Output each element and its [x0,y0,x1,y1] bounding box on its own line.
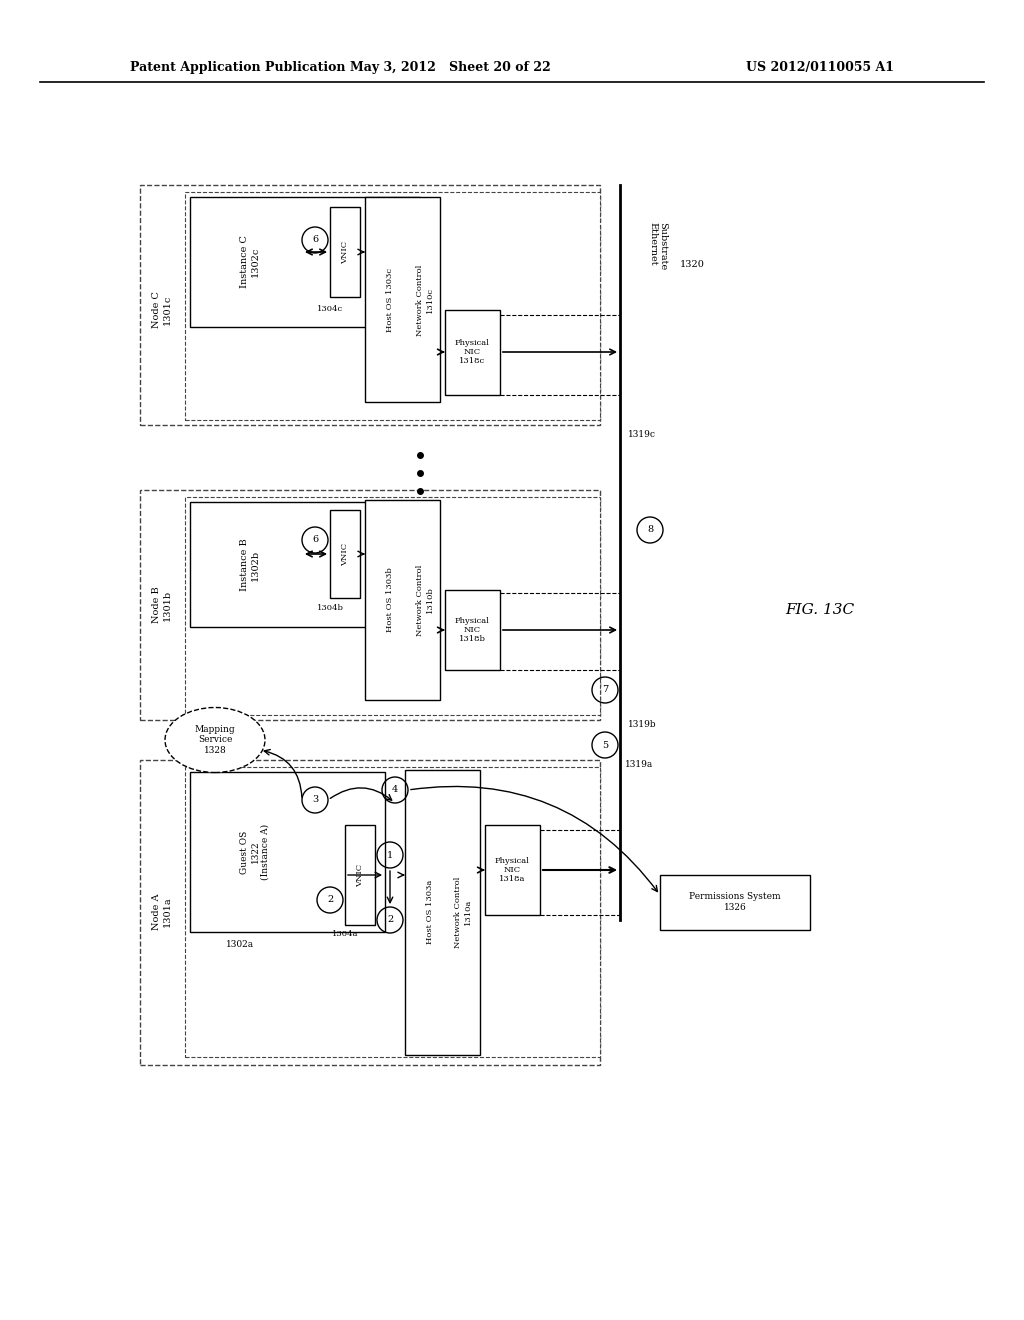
Bar [140,490,600,719]
Bar [445,310,500,395]
Bar [445,590,500,671]
Text: VNIC: VNIC [341,240,349,264]
Bar [190,197,420,327]
Text: 1304b: 1304b [316,605,343,612]
Ellipse shape [165,708,265,772]
Text: 6: 6 [312,235,318,244]
Bar [365,500,440,700]
Text: Host OS 1303c: Host OS 1303c [386,268,394,333]
Text: 1319b: 1319b [628,719,656,729]
Bar [406,770,480,1055]
Text: Node B
1301b: Node B 1301b [153,586,172,623]
Text: 8: 8 [647,525,653,535]
Text: Permissions System
1326: Permissions System 1326 [689,892,781,912]
Text: VNIC: VNIC [341,543,349,565]
Text: Instance C
1302c: Instance C 1302c [241,235,260,289]
FancyArrowPatch shape [264,750,302,797]
Text: Host OS 1303a: Host OS 1303a [426,880,434,944]
Text: VNIC: VNIC [356,863,364,887]
Text: 1304c: 1304c [317,305,343,313]
Text: 1302a: 1302a [226,940,254,949]
Text: 1319a: 1319a [625,760,653,770]
Text: Network Control
1310b: Network Control 1310b [417,565,433,636]
Text: 6: 6 [312,536,318,544]
Text: 3: 3 [312,796,318,804]
Text: May 3, 2012   Sheet 20 of 22: May 3, 2012 Sheet 20 of 22 [349,62,550,74]
Text: 2: 2 [327,895,333,904]
Text: 1319c: 1319c [628,430,656,440]
Bar [185,191,600,420]
Text: Node C
1301c: Node C 1301c [153,292,172,329]
Bar [330,510,360,598]
Text: Instance B
1302b: Instance B 1302b [241,539,260,591]
Text: Physical
NIC
1318a: Physical NIC 1318a [495,857,529,883]
Bar [185,767,600,1057]
Bar [140,760,600,1065]
Text: Guest OS
1322
(Instance A): Guest OS 1322 (Instance A) [240,824,270,880]
FancyArrowPatch shape [411,787,657,891]
Text: 7: 7 [602,685,608,694]
Text: Network Control
1310a: Network Control 1310a [455,876,472,948]
Text: FIG. 13C: FIG. 13C [785,603,855,616]
Bar [190,502,420,627]
Text: 4: 4 [392,785,398,795]
Bar [190,772,385,932]
Text: 2: 2 [387,916,393,924]
Text: Network Control
1310c: Network Control 1310c [417,264,433,335]
Bar [365,197,440,403]
Text: Physical
NIC
1318c: Physical NIC 1318c [455,339,489,366]
Bar [330,207,360,297]
Text: 1320: 1320 [680,260,705,269]
Bar [660,875,810,931]
Bar [185,498,600,715]
Bar [140,185,600,425]
Text: Host OS 1303b: Host OS 1303b [386,568,394,632]
Text: US 2012/0110055 A1: US 2012/0110055 A1 [746,62,894,74]
Bar [345,825,375,925]
FancyArrowPatch shape [331,788,391,800]
Text: 1304a: 1304a [332,931,358,939]
Text: Patent Application Publication: Patent Application Publication [130,62,345,74]
Text: Substrate
Ethernet: Substrate Ethernet [648,222,668,271]
Text: Mapping
Service
1328: Mapping Service 1328 [195,725,236,755]
Text: Physical
NIC
1318b: Physical NIC 1318b [455,616,489,643]
Text: Node A
1301a: Node A 1301a [153,894,172,931]
Text: 1: 1 [387,850,393,859]
Bar [485,825,540,915]
Text: 5: 5 [602,741,608,750]
